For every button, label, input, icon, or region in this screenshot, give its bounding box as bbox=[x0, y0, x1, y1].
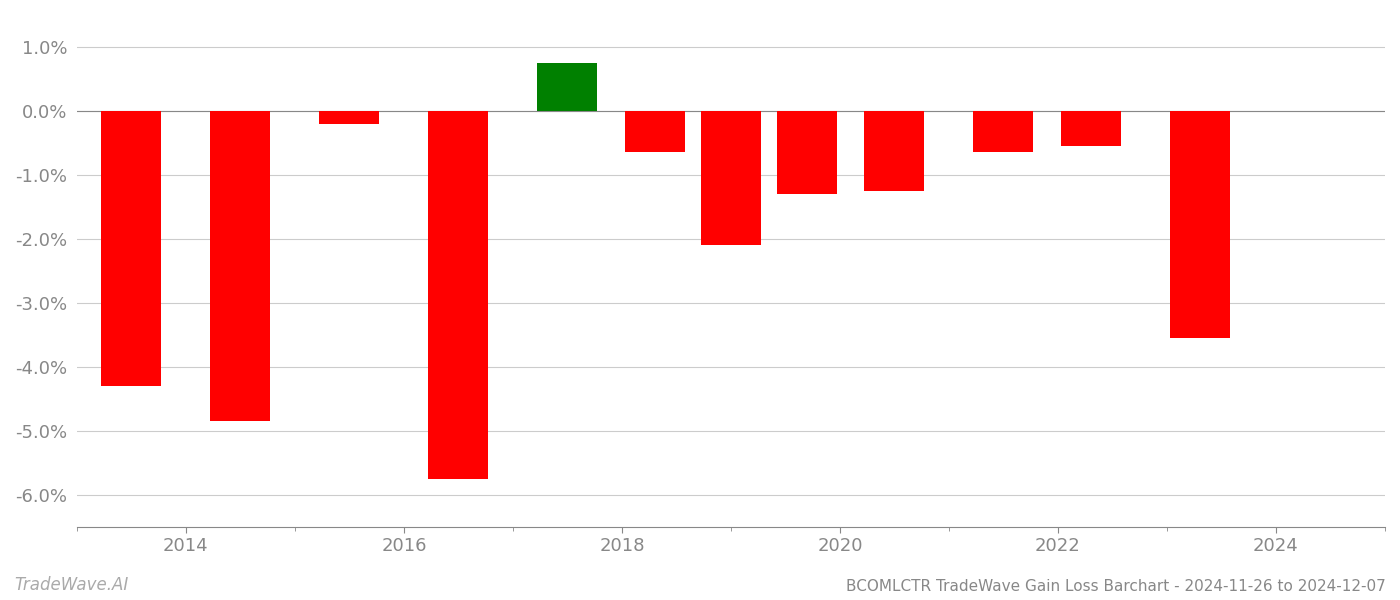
Text: TradeWave.AI: TradeWave.AI bbox=[14, 576, 129, 594]
Bar bbox=[1061, 111, 1120, 146]
Bar bbox=[101, 111, 161, 386]
Bar bbox=[701, 111, 762, 245]
Bar bbox=[1169, 111, 1229, 338]
Bar bbox=[319, 111, 379, 124]
Bar bbox=[210, 111, 270, 421]
Bar bbox=[777, 111, 837, 194]
Bar bbox=[624, 111, 685, 152]
Text: BCOMLCTR TradeWave Gain Loss Barchart - 2024-11-26 to 2024-12-07: BCOMLCTR TradeWave Gain Loss Barchart - … bbox=[846, 579, 1386, 594]
Bar bbox=[428, 111, 489, 479]
Bar bbox=[538, 63, 598, 111]
Bar bbox=[864, 111, 924, 191]
Bar bbox=[973, 111, 1033, 152]
